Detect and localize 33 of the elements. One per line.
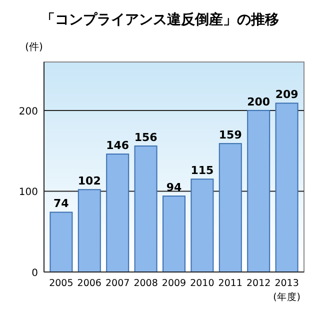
x-tick-label: 2009 (162, 278, 186, 289)
y-tick-label: 100 (18, 187, 38, 198)
y-tick-label: 0 (32, 268, 38, 279)
x-axis-title: (年度) (273, 291, 301, 303)
y-tick-label: 200 (18, 106, 38, 118)
bar (247, 110, 270, 272)
bar (106, 154, 130, 272)
data-label: 146 (106, 139, 130, 152)
data-label: 115 (190, 164, 214, 178)
data-label: 156 (134, 131, 158, 144)
y-axis-title: (件) (25, 42, 43, 53)
x-tick-label: 2012 (246, 278, 271, 289)
x-tick-label: 2007 (106, 278, 130, 289)
x-tick-label: 2008 (134, 278, 158, 289)
bar (275, 102, 298, 272)
chart-title: 「コンプライアンス違反倒産」の推移 (41, 11, 279, 28)
data-label: 94 (166, 181, 182, 194)
data-label: 159 (218, 128, 242, 142)
bar (50, 212, 73, 272)
data-label: 102 (78, 174, 101, 188)
data-label: 74 (54, 197, 70, 210)
x-tick-label: 2006 (77, 278, 102, 289)
x-tick-label: 2011 (218, 278, 242, 289)
x-tick-label: 2010 (190, 278, 214, 289)
data-label: 209 (275, 88, 298, 102)
bar (162, 196, 186, 272)
data-label: 200 (247, 95, 270, 108)
x-tick-label: 2013 (274, 278, 299, 289)
x-tick-label: 2005 (49, 278, 74, 289)
bar (190, 178, 214, 272)
bar (218, 143, 242, 272)
bar (78, 189, 101, 272)
bar (134, 146, 158, 272)
